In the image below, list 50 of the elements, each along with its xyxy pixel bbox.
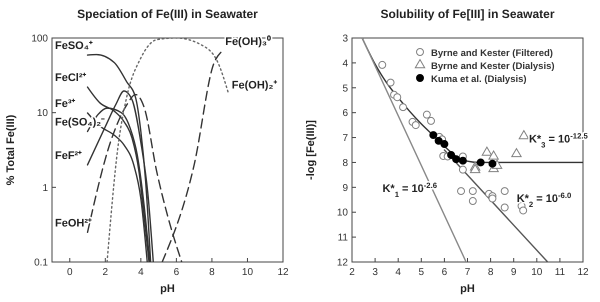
series-label: Fe(OH)₂⁺ bbox=[232, 80, 278, 92]
y-axis-title: % Total Fe(III) bbox=[5, 114, 17, 186]
y-axis-title: -log [Fe(III)] bbox=[305, 120, 317, 180]
series-label: FeOH²⁺ bbox=[55, 217, 92, 230]
x-tick-label: 11 bbox=[554, 267, 566, 278]
y-tick-label: 10 bbox=[336, 208, 348, 219]
series-label: FeSO₄⁺ bbox=[55, 40, 93, 52]
x-tick-label: 2 bbox=[102, 267, 109, 278]
series-label: FeF²⁺ bbox=[55, 150, 82, 162]
x-tick-label: 8 bbox=[209, 267, 216, 278]
y-tick-label: 8 bbox=[342, 158, 348, 169]
y-tick-label: 100 bbox=[31, 34, 48, 44]
legend-label: Byrne and Kester (Dialysis) bbox=[431, 61, 555, 72]
chart-title: Speciation of Fe(III) in Seawater bbox=[77, 7, 258, 21]
x-tick-label: 10 bbox=[242, 267, 254, 278]
x-axis-title: pH bbox=[160, 283, 175, 295]
x-tick-label: 12 bbox=[277, 267, 289, 278]
legend-label: Byrne and Kester (Filtered) bbox=[431, 48, 553, 59]
x-tick-label: 6 bbox=[442, 267, 448, 278]
series-label: FeCl²⁺ bbox=[55, 72, 86, 84]
y-tick-label: 5 bbox=[342, 83, 348, 94]
x-tick-label: 2 bbox=[349, 267, 356, 278]
y-tick-label: 10 bbox=[36, 108, 48, 120]
chart-title: Solubility of Fe[III] in Seawater bbox=[380, 7, 555, 21]
y-tick-label: 0.1 bbox=[34, 258, 48, 268]
y-tick-label: 3 bbox=[342, 34, 348, 44]
y-tick-label: 7 bbox=[342, 133, 348, 144]
x-tick-label: 10 bbox=[531, 267, 543, 278]
annotation: K*$_{2}$ = 10$^{-6.0}$ bbox=[516, 190, 572, 209]
x-tick-label: 9 bbox=[510, 267, 517, 278]
y-tick-label: 9 bbox=[342, 182, 348, 194]
y-tick-label: 12 bbox=[336, 258, 348, 268]
y-tick-label: 1 bbox=[42, 182, 48, 194]
legend-label: Kuma et al. (Dialysis) bbox=[431, 74, 527, 85]
x-tick-label: 7 bbox=[464, 267, 471, 278]
x-tick-label: 6 bbox=[174, 267, 180, 278]
x-axis-title: pH bbox=[460, 283, 475, 295]
annotation: K*$_{1}$ = 10$^{-2.6}$ bbox=[382, 180, 438, 199]
x-tick-label: 4 bbox=[138, 267, 144, 278]
y-tick-label: 6 bbox=[342, 108, 348, 120]
y-tick-label: 11 bbox=[338, 232, 348, 244]
series-label: Fe³⁺ bbox=[55, 98, 76, 110]
series-label: Fe(OH)₃⁰ bbox=[225, 34, 271, 48]
x-tick-label: 3 bbox=[372, 267, 378, 278]
x-tick-label: 8 bbox=[488, 267, 494, 278]
y-tick-label: 4 bbox=[342, 58, 348, 70]
x-tick-label: 0 bbox=[66, 267, 73, 278]
x-tick-label: 4 bbox=[395, 267, 402, 278]
x-tick-label: 12 bbox=[577, 267, 589, 278]
x-tick-label: 5 bbox=[418, 267, 425, 278]
